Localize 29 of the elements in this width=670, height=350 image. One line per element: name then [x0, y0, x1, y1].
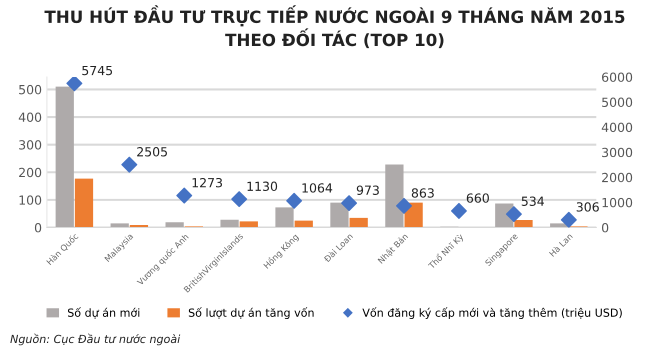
data-label: 1273 [192, 178, 222, 188]
y-tick-label: 500 [19, 84, 42, 94]
y2-tick-label: 6000 [602, 72, 632, 82]
data-label: 973 [356, 185, 379, 195]
y-tick-label: 100 [20, 195, 42, 205]
legend-label: Số dự án mới [68, 307, 140, 319]
data-label: 306 [576, 202, 599, 212]
chart-title: THU HÚT ĐẦU TƯ TRỰC TIẾP NƯỚC NGOÀI 9 THÁNG NĂM 2015 THEO ĐỐI TÁC (TOP 10) [44, 5, 624, 48]
y-tick-label: 400 [18, 112, 42, 122]
y2-tick-label: 1000 [602, 198, 632, 208]
y2-tick-label: 2000 [602, 172, 632, 182]
y-tick-label: 200 [19, 168, 42, 178]
y-tick-label: 0 [34, 222, 42, 232]
y2-tick-label: 0 [602, 222, 608, 232]
data-label: 1130 [248, 182, 278, 191]
text: Nguồn: Cục Đầu tư nước ngoài [10, 334, 180, 346]
data-label: 1064 [302, 183, 332, 193]
legend-label: Số lượt dự án tăng vốn [188, 307, 314, 319]
data-label: 534 [522, 196, 544, 206]
data-label: 863 [412, 188, 434, 198]
data-label: 2505 [137, 147, 167, 157]
y2-tick-label: 4000 [602, 122, 632, 132]
x-tick-label: Hà Lan [548, 232, 573, 257]
y2-tick-label: 5000 [602, 98, 632, 108]
data-label: 5745 [82, 66, 112, 76]
data-label: 660 [466, 193, 489, 203]
y-tick-label: 300 [19, 140, 42, 150]
legend-label: Vốn đăng ký cấp mới và tăng thêm (triệu USD) [362, 307, 622, 319]
y2-tick-label: 3000 [602, 148, 632, 158]
